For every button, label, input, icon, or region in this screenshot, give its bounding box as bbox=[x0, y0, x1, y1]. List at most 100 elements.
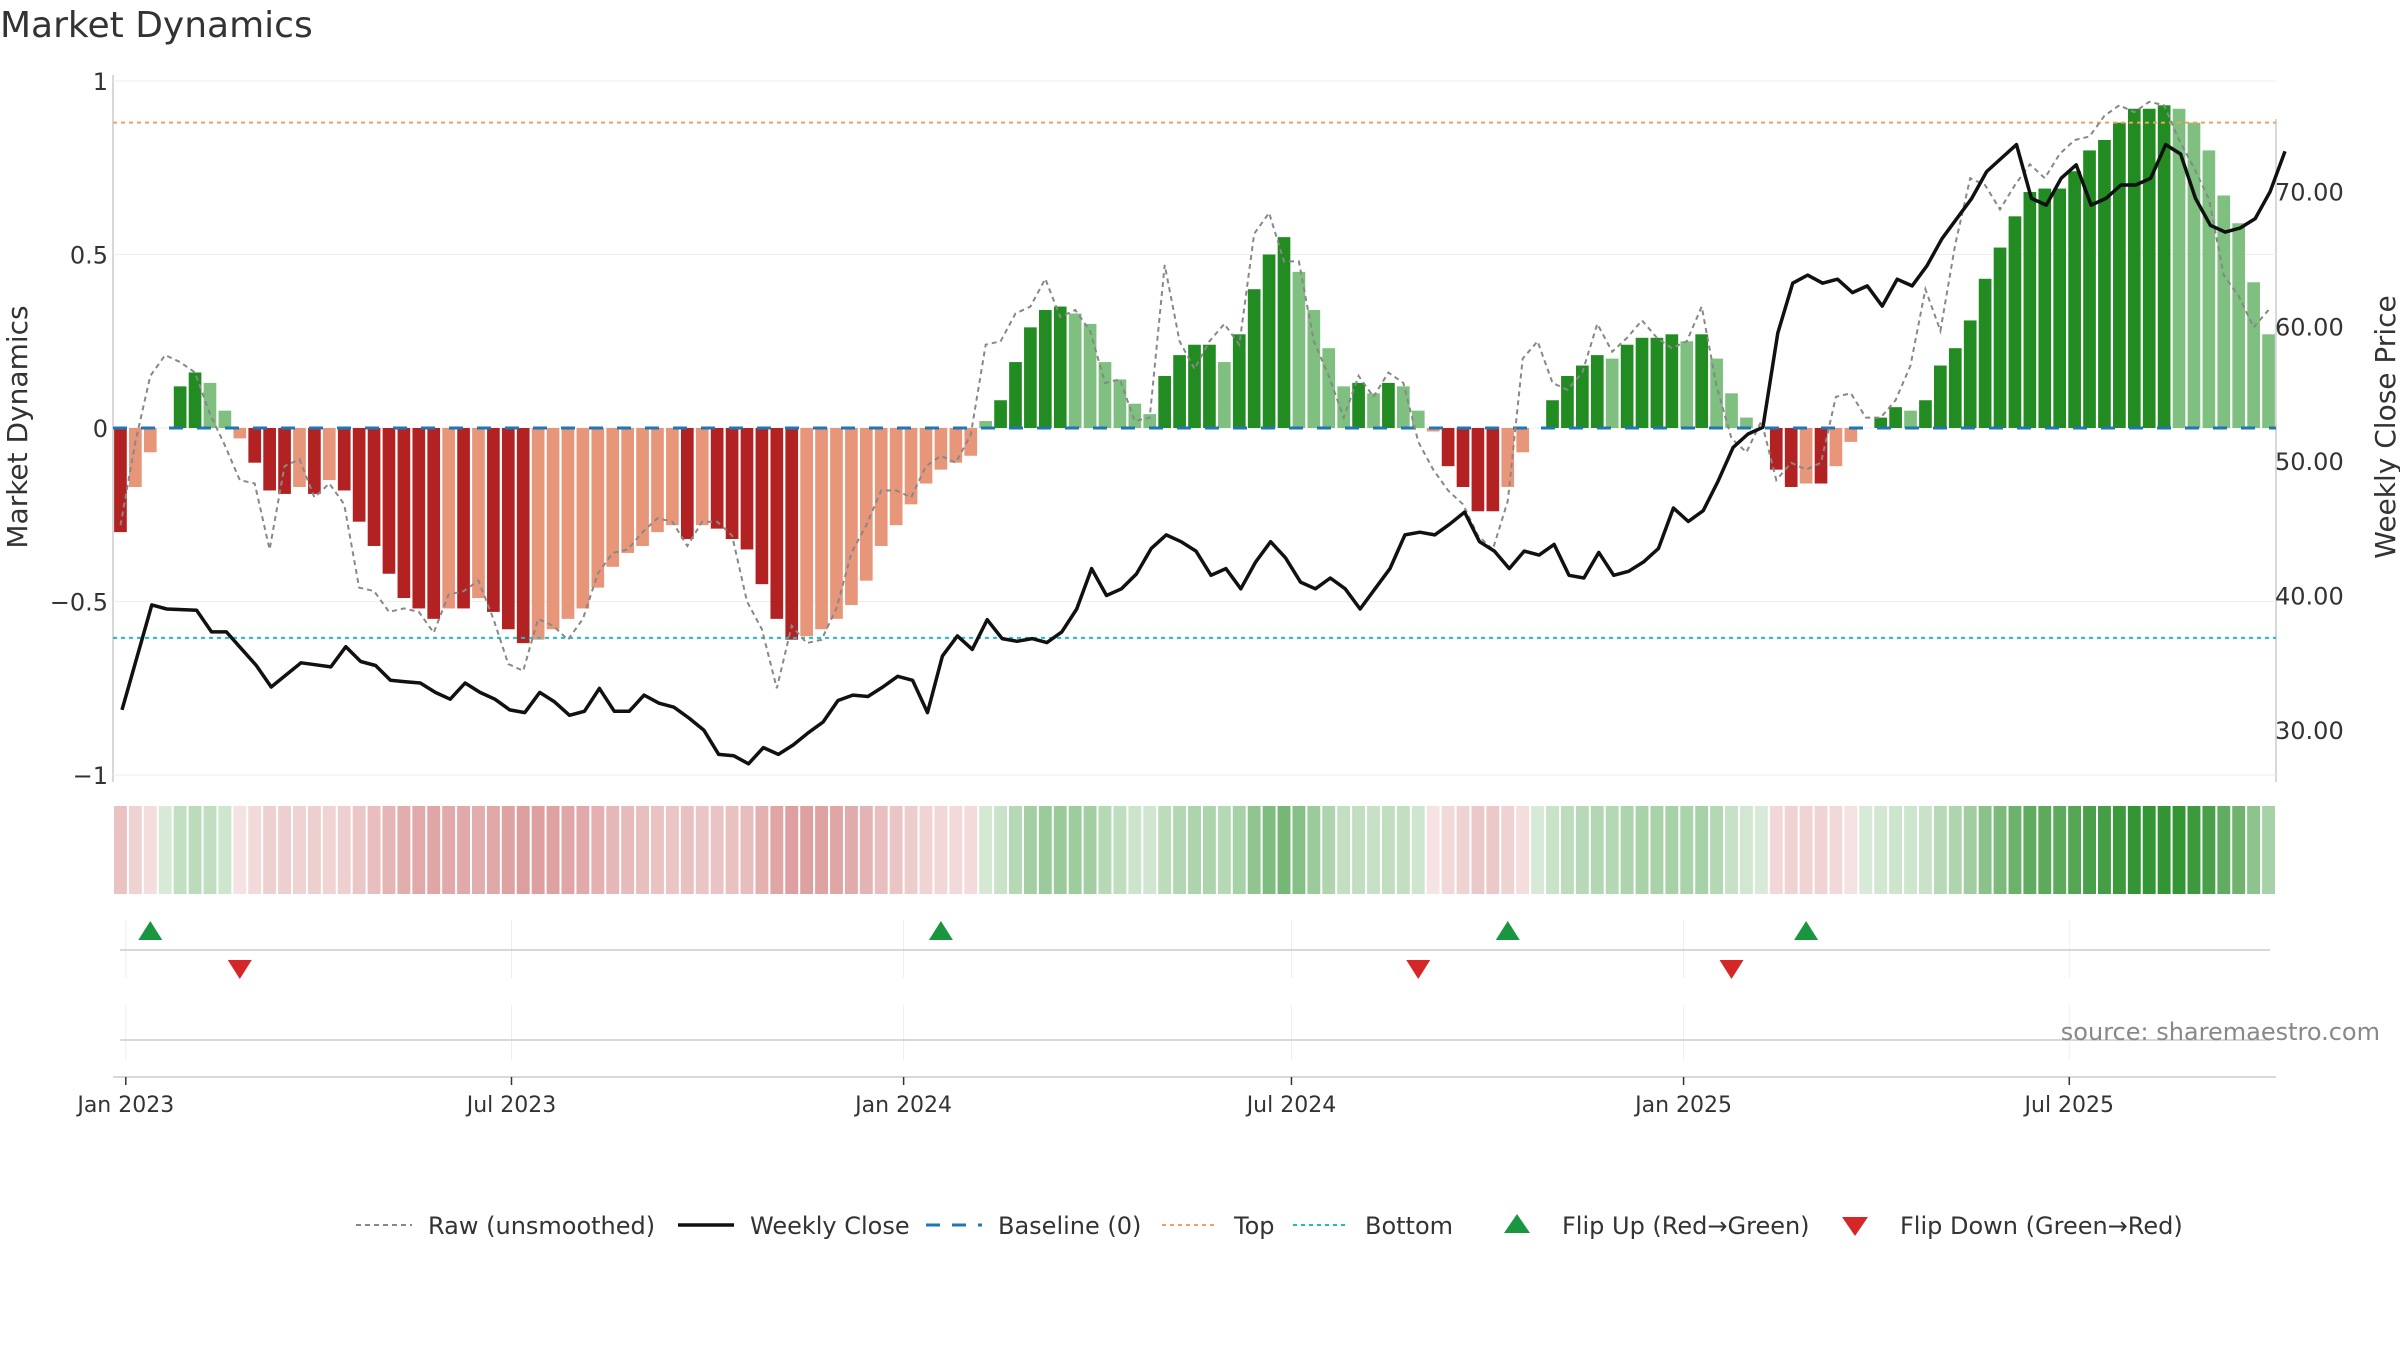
close-line bbox=[120, 142, 2287, 766]
dynamics-bar bbox=[188, 372, 202, 428]
y-tick-label-right: 70.00 bbox=[2275, 179, 2344, 207]
heat-strip-cell bbox=[1173, 806, 1187, 894]
flip-down-marker bbox=[1719, 960, 1744, 979]
heat-strip-cell bbox=[1292, 806, 1306, 894]
heat-strip-cell bbox=[2023, 806, 2037, 894]
dynamics-bar bbox=[1352, 382, 1365, 428]
dynamics-bar bbox=[203, 382, 217, 428]
dynamics-bar bbox=[382, 428, 396, 574]
dynamics-bar bbox=[695, 428, 709, 526]
dynamics-bar bbox=[636, 428, 649, 546]
heat-strip-cell bbox=[2008, 806, 2022, 894]
heat-strip-cell bbox=[1784, 806, 1798, 894]
axis-ticks: 1 0.5 0 −0.5 −1 70.00 60.00 50.00 40.00 30.00 Jan … bbox=[50, 68, 2344, 1118]
dynamics-bar bbox=[845, 428, 858, 605]
raw-line bbox=[119, 100, 2270, 689]
legend-item-baseline: Baseline (0) bbox=[926, 1212, 1141, 1240]
dynamics-bar bbox=[740, 428, 754, 550]
dynamics-bar bbox=[1576, 365, 1589, 428]
dynamics-bar bbox=[1411, 410, 1425, 428]
dynamics-bar bbox=[1188, 344, 1201, 428]
dynamics-bar bbox=[1546, 400, 1559, 428]
dynamics-bar bbox=[576, 428, 590, 609]
heat-strip-cell bbox=[874, 806, 888, 894]
heat-strip-cell bbox=[561, 806, 575, 894]
dynamics-bar bbox=[1904, 410, 1917, 428]
legend-label: Weekly Close bbox=[750, 1212, 910, 1240]
heat-strip-cell bbox=[830, 806, 843, 894]
heat-strip-cell bbox=[964, 806, 978, 894]
dynamics-bar bbox=[785, 428, 799, 640]
heat-strip-cell bbox=[1038, 806, 1052, 894]
dynamics-bar bbox=[1799, 428, 1813, 484]
dynamics-bar bbox=[1740, 417, 1753, 428]
heat-strip-cell bbox=[2217, 806, 2231, 894]
dynamics-bar bbox=[263, 428, 276, 491]
heat-strip-cell bbox=[1605, 806, 1619, 894]
heat-strip-cell bbox=[427, 806, 441, 894]
dynamics-bar bbox=[516, 428, 530, 644]
heat-strip-cell bbox=[1501, 806, 1515, 894]
heat-strip-cell bbox=[2068, 806, 2082, 894]
legend-label: Top bbox=[1233, 1212, 1275, 1240]
heat-strip-cell bbox=[233, 806, 247, 894]
heat-strip-cell bbox=[1754, 806, 1768, 894]
dynamics-bar bbox=[501, 428, 515, 630]
heat-strip-cell bbox=[158, 806, 172, 894]
heat-strip-cell bbox=[1635, 806, 1649, 894]
heat-strip-cell bbox=[2112, 806, 2126, 894]
dynamics-bar bbox=[248, 428, 262, 463]
heat-strip-cell bbox=[606, 806, 620, 894]
heat-strip-cell bbox=[1575, 806, 1589, 894]
dynamics-bar bbox=[1680, 341, 1694, 428]
heat-strip-cell bbox=[844, 806, 858, 894]
dynamics-bar bbox=[1441, 428, 1455, 467]
heat-strip-cell bbox=[621, 806, 635, 894]
dynamics-bar bbox=[904, 428, 918, 505]
dynamics-bar bbox=[2217, 195, 2231, 428]
heat-strip-cell bbox=[1695, 806, 1709, 894]
dynamics-bar bbox=[457, 428, 470, 609]
dynamics-bar bbox=[129, 428, 142, 487]
dynamics-bar bbox=[2038, 188, 2052, 428]
heat-strip-cell bbox=[1277, 806, 1291, 894]
dynamics-bar bbox=[1620, 344, 1634, 428]
heat-strip-cell bbox=[2247, 806, 2261, 894]
dynamics-bar bbox=[815, 428, 828, 630]
source-note: source: sharemaestro.com bbox=[2061, 1018, 2380, 1046]
weekly-close-series bbox=[120, 142, 2287, 766]
heat-strip-cell bbox=[1262, 806, 1276, 894]
dynamics-bar bbox=[1665, 334, 1679, 428]
dynamics-bar bbox=[337, 428, 351, 491]
dynamics-bar bbox=[2262, 334, 2275, 428]
x-tick-label: Jan 2024 bbox=[853, 1093, 952, 1118]
dynamics-bar bbox=[934, 428, 948, 470]
heat-strip-cell bbox=[725, 806, 739, 894]
heat-strip-cell bbox=[2097, 806, 2111, 894]
y-tick-label-left: −0.5 bbox=[50, 589, 108, 617]
heat-strip-cell bbox=[2038, 806, 2052, 894]
dynamics-bar bbox=[800, 428, 813, 637]
legend-label: Raw (unsmoothed) bbox=[428, 1212, 655, 1240]
heat-strip-cell bbox=[859, 806, 873, 894]
heat-strip-cell bbox=[1232, 806, 1246, 894]
heat-strip-cell bbox=[1531, 806, 1545, 894]
heat-strip-cell bbox=[337, 806, 351, 894]
dynamics-bar bbox=[889, 428, 903, 526]
dynamics-bar bbox=[1829, 428, 1843, 467]
dynamics-bar bbox=[874, 428, 888, 546]
legend-item-flip_down: Flip Down (Green→Red) bbox=[1842, 1212, 2183, 1240]
heat-strip-cell bbox=[1098, 806, 1112, 894]
heat-strip-cell bbox=[263, 806, 277, 894]
dynamics-bar bbox=[1695, 334, 1709, 428]
dynamics-bar bbox=[1486, 428, 1500, 512]
dynamics-bar bbox=[994, 400, 1007, 428]
heat-strip-cell bbox=[1486, 806, 1500, 894]
dynamics-bar bbox=[561, 428, 575, 619]
heat-strip-cell bbox=[1202, 806, 1216, 894]
dynamics-bar bbox=[2068, 171, 2081, 428]
dynamics-bar bbox=[1098, 362, 1112, 428]
heat-strip-cell bbox=[1023, 806, 1037, 894]
heat-strip-cell bbox=[1590, 806, 1604, 894]
dynamics-bar bbox=[442, 428, 455, 609]
